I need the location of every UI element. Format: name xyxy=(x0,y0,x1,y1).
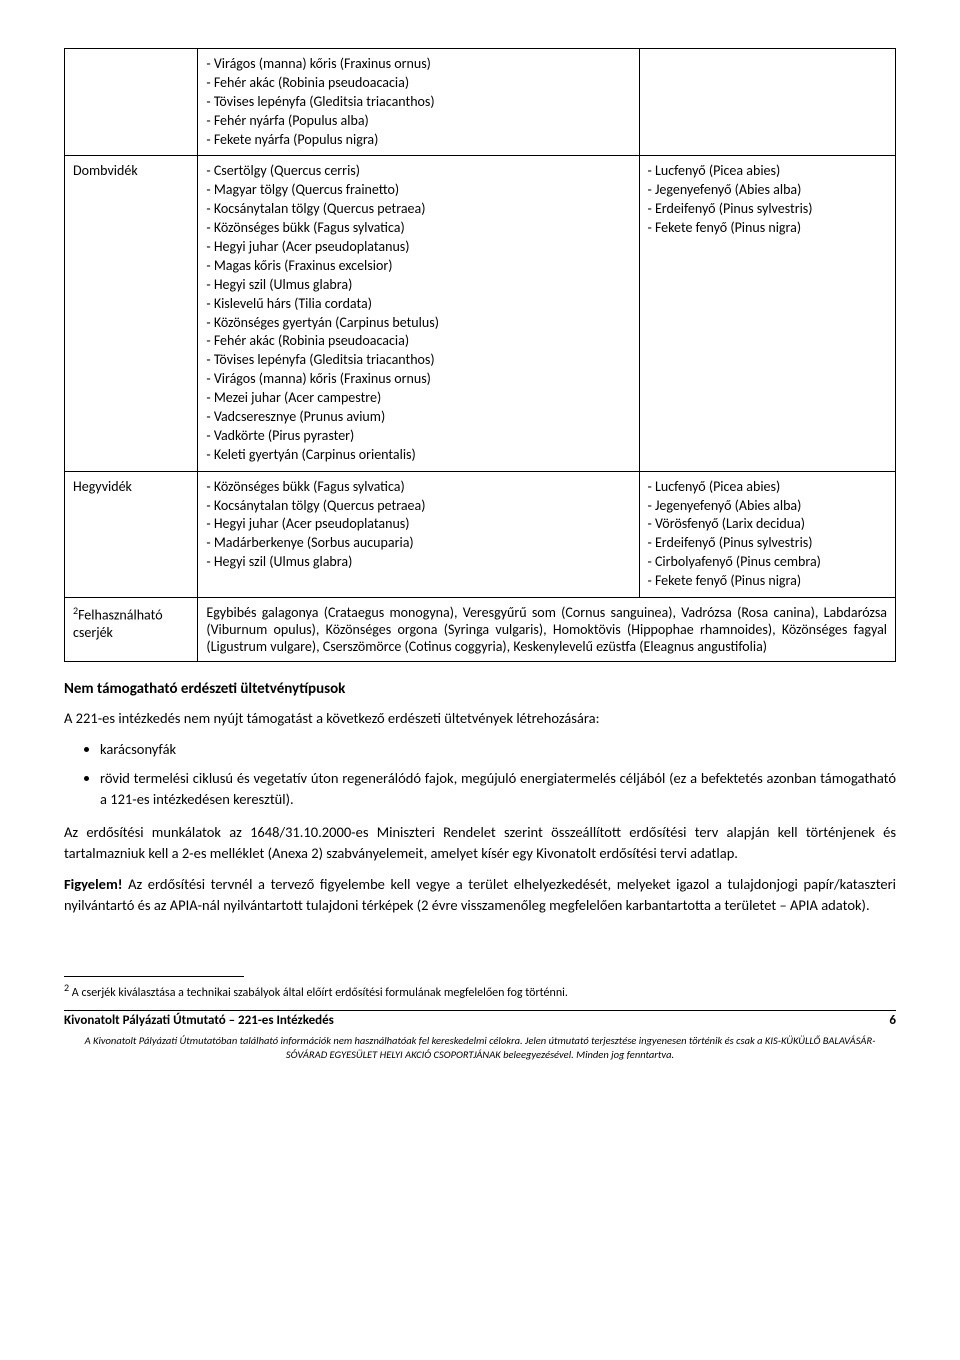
footer: Kivonatolt Pályázati Útmutató – 221-es I… xyxy=(64,1011,896,1034)
intro-paragraph: A 221-es intézkedés nem nyújt támogatást… xyxy=(64,708,896,729)
list-item: Fekete fenyő (Pinus nigra) xyxy=(648,219,888,238)
list-item: Csertölgy (Quercus cerris) xyxy=(206,162,630,181)
body-paragraph: Figyelem! Az erdősítési tervnél a tervez… xyxy=(64,874,896,916)
row-mid: Csertölgy (Quercus cerris)Magyar tölgy (… xyxy=(198,156,639,471)
row-label xyxy=(65,49,198,156)
row-right: Lucfenyő (Picea abies)Jegenyefenyő (Abie… xyxy=(639,471,896,597)
row-merged-text: Egybibés galagonya (Crataegus monogyna),… xyxy=(198,598,896,662)
row-label: Dombvidék xyxy=(65,156,198,471)
row-mid: Virágos (manna) kőris (Fraxinus ornus)Fe… xyxy=(198,49,639,156)
row-label-text: Felhasználható cserjék xyxy=(73,607,163,641)
list-item: Fehér akác (Robinia pseudoacacia) xyxy=(206,74,630,93)
table-row: Virágos (manna) kőris (Fraxinus ornus)Fe… xyxy=(65,49,896,156)
list-item: Virágos (manna) kőris (Fraxinus ornus) xyxy=(206,370,630,389)
list-item: Jegenyefenyő (Abies alba) xyxy=(648,497,888,516)
list-item: Magas kőris (Fraxinus excelsior) xyxy=(206,257,630,276)
list-item: Keleti gyertyán (Carpinus orientalis) xyxy=(206,446,630,465)
warning-label: Figyelem! xyxy=(64,875,122,893)
row-label: Hegyvidék xyxy=(65,471,198,597)
row-right xyxy=(639,49,896,156)
table-row: Dombvidék Csertölgy (Quercus cerris)Magy… xyxy=(65,156,896,471)
list-item: Erdeifenyő (Pinus sylvestris) xyxy=(648,534,888,553)
list-item: Fehér nyárfa (Populus alba) xyxy=(206,112,630,131)
footnote-text: A cserjék kiválasztása a technikai szabá… xyxy=(69,986,568,1000)
list-item: karácsonyfák xyxy=(100,739,896,760)
list-item: Cirbolyafenyő (Pinus cembra) xyxy=(648,553,888,572)
list-item: Közönséges bükk (Fagus sylvatica) xyxy=(206,478,630,497)
list-item: rövid termelési ciklusú és vegetatív úto… xyxy=(100,768,896,810)
list-item: Erdeifenyő (Pinus sylvestris) xyxy=(648,200,888,219)
list-item: Hegyi juhar (Acer pseudoplatanus) xyxy=(206,515,630,534)
list-item: Lucfenyő (Picea abies) xyxy=(648,478,888,497)
footnote: 2 A cserjék kiválasztása a technikai sza… xyxy=(64,981,896,1002)
species-table: Virágos (manna) kőris (Fraxinus ornus)Fe… xyxy=(64,48,896,662)
list-item: Fekete fenyő (Pinus nigra) xyxy=(648,572,888,591)
footer-title: Kivonatolt Pályázati Útmutató – 221-es I… xyxy=(64,1013,334,1028)
list-item: Tövises lepényfa (Gleditsia triacanthos) xyxy=(206,351,630,370)
row-mid: Közönséges bükk (Fagus sylvatica)Kocsány… xyxy=(198,471,639,597)
list-item: Hegyi juhar (Acer pseudoplatanus) xyxy=(206,238,630,257)
row-right: Lucfenyő (Picea abies)Jegenyefenyő (Abie… xyxy=(639,156,896,471)
list-item: Vadcseresznye (Prunus avium) xyxy=(206,408,630,427)
list-item: Közönséges gyertyán (Carpinus betulus) xyxy=(206,314,630,333)
list-item: Jegenyefenyő (Abies alba) xyxy=(648,181,888,200)
list-item: Virágos (manna) kőris (Fraxinus ornus) xyxy=(206,55,630,74)
table-row: Hegyvidék Közönséges bükk (Fagus sylvati… xyxy=(65,471,896,597)
list-item: Lucfenyő (Picea abies) xyxy=(648,162,888,181)
section-heading: Nem támogatható erdészeti ültetvénytípus… xyxy=(64,680,896,698)
row-label: 2Felhasználható cserjék xyxy=(65,598,198,662)
list-item: Hegyi szil (Ulmus glabra) xyxy=(206,276,630,295)
list-item: Mezei juhar (Acer campestre) xyxy=(206,389,630,408)
list-item: Kislevelű hárs (Tilia cordata) xyxy=(206,295,630,314)
list-item: Kocsánytalan tölgy (Quercus petraea) xyxy=(206,497,630,516)
footnote-separator xyxy=(64,976,244,977)
list-item: Fehér akác (Robinia pseudoacacia) xyxy=(206,332,630,351)
list-item: Vörösfenyő (Larix decidua) xyxy=(648,515,888,534)
warning-text: Az erdősítési tervnél a tervező figyelem… xyxy=(64,875,896,914)
list-item: Vadkörte (Pirus pyraster) xyxy=(206,427,630,446)
list-item: Magyar tölgy (Quercus frainetto) xyxy=(206,181,630,200)
list-item: Madárberkenye (Sorbus aucuparia) xyxy=(206,534,630,553)
page-number: 6 xyxy=(889,1013,896,1028)
footer-disclaimer: A Kivonatolt Pályázati Útmutatóban talál… xyxy=(64,1034,896,1082)
list-item: Hegyi szil (Ulmus glabra) xyxy=(206,553,630,572)
list-item: Közönséges bükk (Fagus sylvatica) xyxy=(206,219,630,238)
table-row: 2Felhasználható cserjék Egybibés galagon… xyxy=(65,598,896,662)
list-item: Kocsánytalan tölgy (Quercus petraea) xyxy=(206,200,630,219)
bullet-list: karácsonyfák rövid termelési ciklusú és v… xyxy=(64,739,896,810)
list-item: Fekete nyárfa (Populus nigra) xyxy=(206,131,630,150)
body-paragraph: Az erdősítési munkálatok az 1648/31.10.2… xyxy=(64,822,896,864)
list-item: Tövises lepényfa (Gleditsia triacanthos) xyxy=(206,93,630,112)
